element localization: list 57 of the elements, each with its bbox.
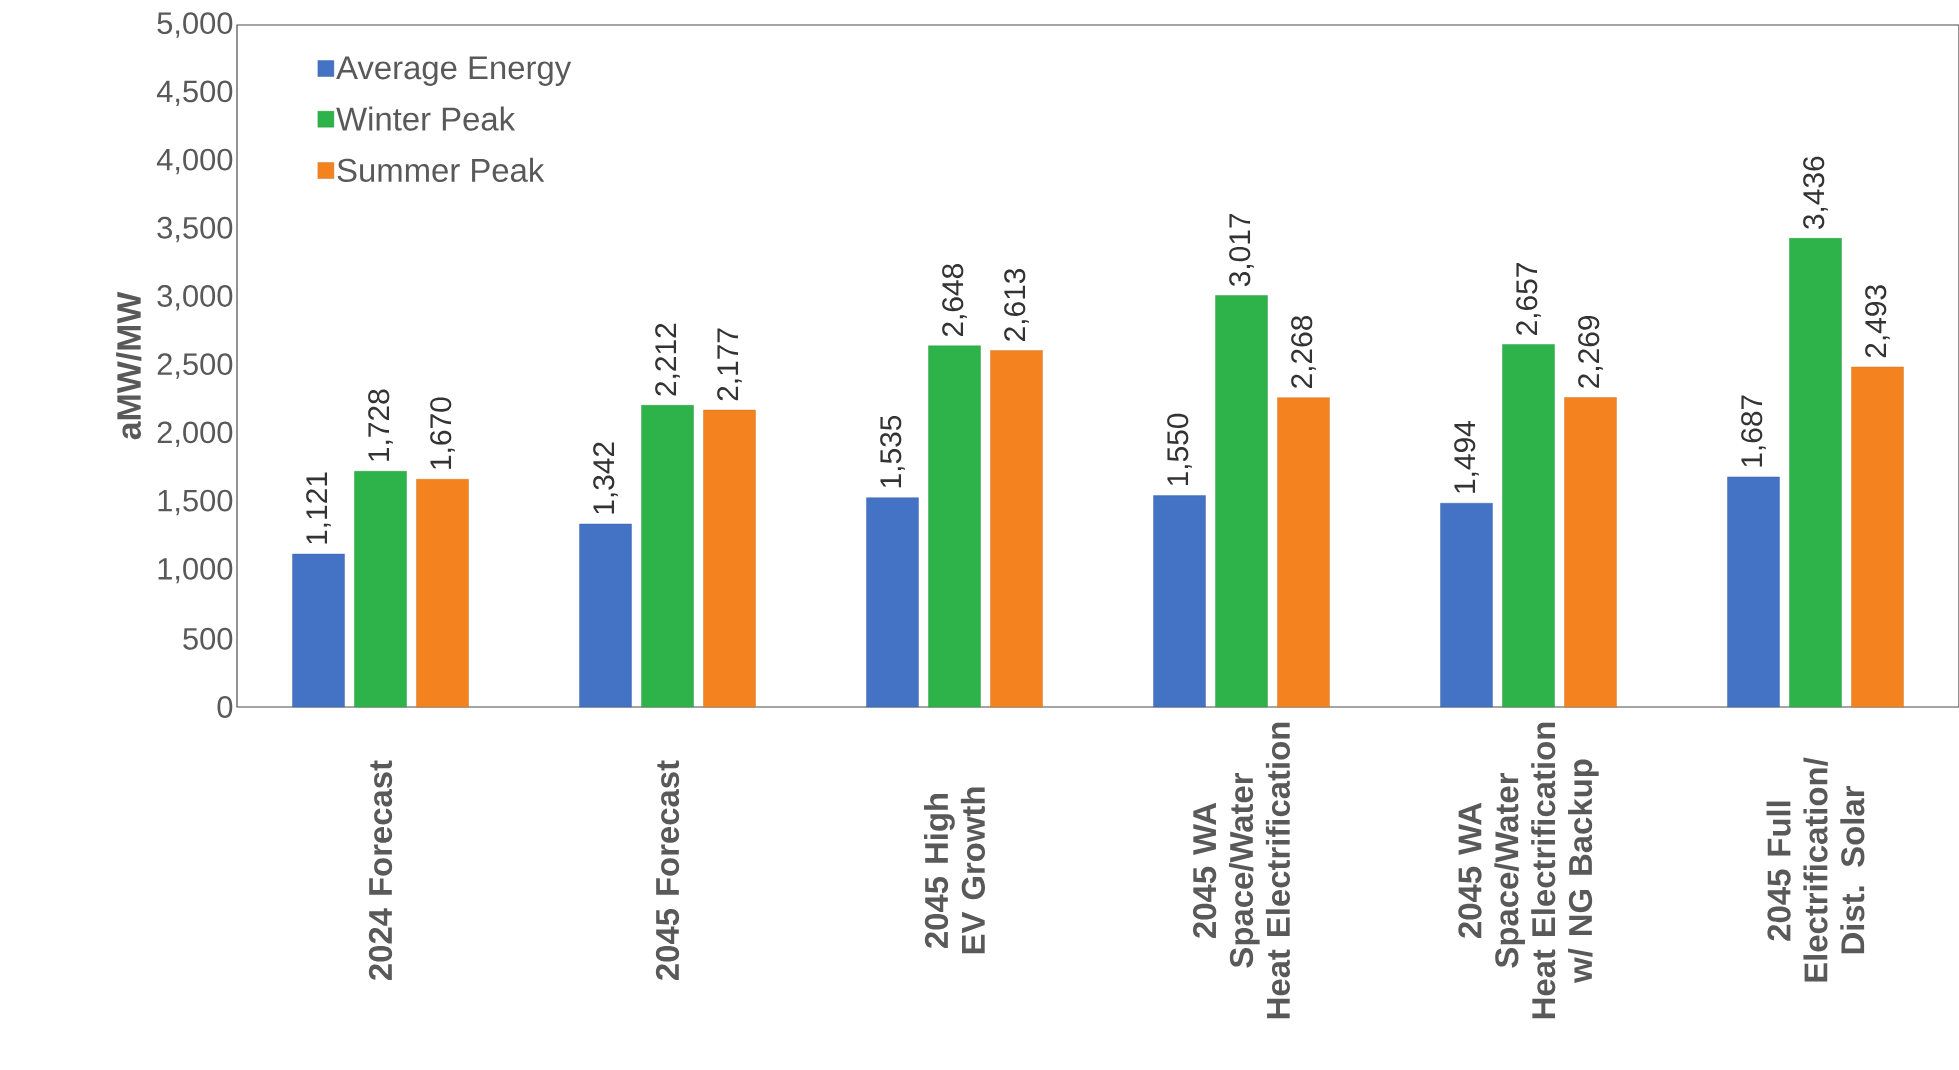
bar [579, 523, 632, 708]
bar [1851, 366, 1904, 708]
bar [641, 405, 694, 708]
legend-label: Average Energy [336, 56, 572, 86]
data-label: 2,269 [1578, 315, 1603, 388]
legend-label: Summer Peak [337, 157, 545, 183]
data-label: 1,494 [1454, 421, 1479, 493]
data-label: 1,687 [1741, 395, 1766, 467]
y-tick-label: 5,000 [157, 12, 233, 38]
bar [416, 479, 469, 708]
data-label: 3,017 [1229, 213, 1254, 287]
y-tick-label: 3,000 [157, 285, 233, 311]
y-tick-label: 0 [217, 696, 233, 718]
data-label: 1,550 [1167, 413, 1192, 486]
data-label: 1,670 [430, 397, 455, 469]
y-tick-label: 1,000 [158, 557, 233, 584]
y-tick-label: 2,000 [157, 421, 233, 447]
data-label: 1,342 [593, 442, 618, 514]
data-label: 1,728 [368, 389, 393, 461]
bar [1440, 503, 1493, 708]
data-label: 2,648 [942, 264, 967, 337]
bar [1502, 344, 1555, 708]
data-label: 2,268 [1291, 315, 1316, 388]
x-tick-label: 2024 Forecast [368, 760, 393, 980]
bar [292, 553, 345, 708]
bar [990, 350, 1043, 708]
y-tick-label: 4,500 [156, 80, 233, 106]
y-tick-label: 500 [183, 627, 233, 650]
data-label: 1,121 [306, 472, 331, 544]
bar [1727, 476, 1780, 708]
y-tick-label: 3,500 [157, 216, 233, 243]
bar [1564, 397, 1617, 708]
bar [1153, 495, 1206, 708]
bar [703, 409, 756, 708]
y-tick-label: 4,000 [156, 148, 233, 175]
y-tick-label: 2,500 [157, 353, 233, 379]
bar [866, 497, 919, 708]
x-tick-label: 2045 Forecast [655, 760, 680, 980]
y-axis-title: aMW/MW [116, 291, 142, 440]
bar [1215, 295, 1268, 708]
x-tick-label: 2045 Full Electrification/ Dist. Solar [1766, 757, 1865, 982]
data-label: 3,436 [1803, 156, 1828, 229]
legend-label: Winter Peak [336, 106, 516, 131]
data-label: 2,657 [1516, 263, 1541, 335]
bar [928, 345, 981, 708]
bar [1789, 238, 1842, 708]
data-label: 1,535 [880, 415, 905, 488]
data-label: 2,613 [1004, 268, 1029, 341]
bar [1277, 397, 1330, 708]
data-label: 2,493 [1865, 285, 1890, 358]
x-tick-label: 2045 High EV Growth [923, 787, 986, 954]
x-tick-label: 2045 WA Space/Water Heat Electrification [1193, 722, 1290, 1019]
data-label: 2,177 [717, 328, 742, 401]
data-label: 2,212 [655, 323, 680, 396]
bar [354, 471, 407, 708]
y-tick-label: 1,500 [158, 489, 233, 516]
x-tick-label: 2045 WA Space/Water Heat Electrification w/ NG Backup [1458, 722, 1599, 1019]
